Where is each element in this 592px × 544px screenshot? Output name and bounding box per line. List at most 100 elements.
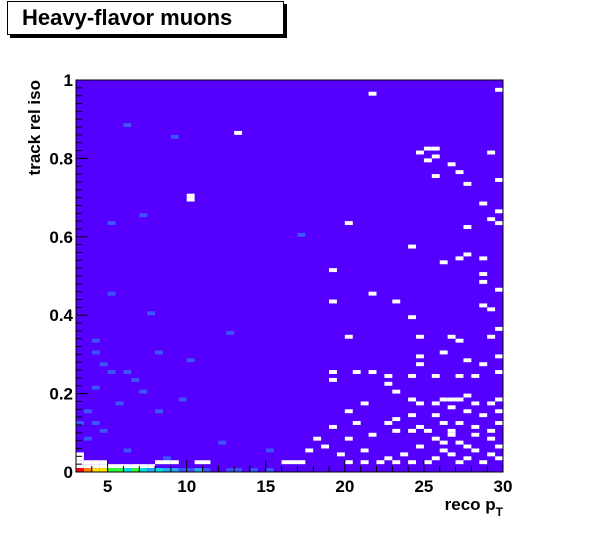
heatmap-cell-empty	[447, 405, 456, 410]
y-tick-label: 0.2	[49, 385, 73, 404]
heatmap-cell-empty	[439, 421, 448, 425]
heatmap-cell-empty	[91, 460, 100, 465]
heatmap-cell-low-iso	[178, 468, 187, 472]
heatmap-cell	[83, 436, 92, 441]
heatmap-cell-empty	[194, 460, 203, 465]
heatmap-cell-empty	[329, 299, 337, 304]
heatmap-cell	[162, 456, 171, 461]
heatmap-cell-low-iso	[76, 468, 84, 472]
heatmap-cell-empty	[447, 452, 456, 457]
heatmap-cell-empty	[360, 448, 369, 453]
heatmap-cell-empty	[479, 256, 488, 261]
heatmap-cell-empty	[455, 421, 464, 425]
heatmap-cell-empty	[352, 370, 361, 374]
heatmap-cell	[91, 421, 100, 425]
heatmap-cell-empty	[202, 460, 211, 465]
heatmap-cell-empty	[99, 464, 108, 469]
heatmap-cell-empty	[431, 436, 440, 441]
heatmap-cell	[139, 213, 148, 218]
heatmap-cell-empty	[463, 181, 472, 186]
heatmap-cell-empty	[416, 334, 424, 339]
heatmap-cell-empty	[471, 448, 480, 453]
heatmap-cell-empty	[376, 460, 385, 465]
heatmap-cell-empty	[329, 370, 337, 374]
heatmap-cell	[115, 401, 124, 406]
heatmap-cell-empty	[431, 174, 440, 178]
heatmap-cell	[170, 134, 179, 139]
heatmap-cell-empty	[392, 389, 401, 394]
heatmap-cell-empty	[487, 217, 496, 222]
heatmap-cell-empty	[384, 421, 393, 425]
heatmap-cell-low-iso	[249, 468, 258, 472]
heatmap-cell-empty	[487, 452, 496, 457]
heatmap-cell-low-iso	[139, 468, 148, 472]
heatmap-cell-empty	[76, 464, 84, 469]
heatmap-cell-empty	[368, 291, 377, 296]
heatmap-cell-low-iso	[186, 468, 195, 472]
heatmap-cell	[147, 311, 156, 316]
heatmap-cell	[155, 409, 163, 414]
heatmap-cell	[123, 448, 132, 453]
heatmap-cell-empty	[329, 424, 337, 429]
heatmap-cell-empty	[344, 436, 353, 441]
heatmap-cell	[123, 370, 132, 374]
heatmap-cell-empty	[384, 456, 393, 461]
heatmap-cell-empty	[344, 460, 353, 465]
heatmap-cell	[91, 338, 100, 343]
heatmap-cell-empty	[479, 460, 488, 465]
y-tick-label: 0.4	[49, 306, 73, 325]
heatmap-cell	[107, 221, 116, 226]
heatmap-cell-empty	[329, 377, 337, 382]
heatmap-cell	[155, 350, 163, 355]
heatmap-cell-empty	[408, 460, 417, 465]
heatmap-cell	[107, 370, 116, 374]
heatmap-cell-low-iso	[202, 468, 211, 472]
heatmap-cell	[139, 389, 148, 394]
heatmap-cell-empty	[368, 91, 377, 96]
heatmap-cell-empty	[360, 401, 369, 406]
heatmap-cell	[91, 385, 100, 390]
heatmap-cell-empty	[344, 409, 353, 414]
heatmap-cell-low-iso	[115, 468, 124, 472]
heatmap-cell	[83, 409, 92, 414]
heatmap-cell-empty	[471, 374, 480, 378]
heatmap-cell-empty	[431, 146, 440, 151]
heatmap-cell-empty	[76, 456, 84, 461]
x-axis-label-subscript: T	[496, 505, 504, 519]
heatmap-cell-empty	[123, 464, 132, 469]
chart-title: Heavy-flavor muons	[7, 1, 284, 35]
heatmap-cell	[107, 291, 116, 296]
heatmap-cell-low-iso	[123, 468, 132, 472]
heatmap-cell-empty	[162, 460, 171, 465]
y-tick-label: 0	[64, 463, 73, 482]
heatmap-cell-empty	[455, 170, 464, 175]
heatmap-cell-empty	[416, 424, 424, 429]
heatmap-cell-empty	[384, 374, 393, 378]
heatmap-cell	[76, 421, 84, 425]
heatmap-cell-low-iso	[99, 468, 108, 472]
heatmap-cell-empty	[170, 460, 179, 465]
heatmap-cell-empty	[431, 413, 440, 418]
heatmap-cell-empty	[463, 393, 472, 398]
heatmap-cell-empty	[416, 362, 424, 367]
heatmap-cell-empty	[423, 158, 432, 163]
heatmap-cell	[123, 123, 132, 128]
heatmap-cell-empty	[447, 162, 456, 167]
heatmap-cell-empty	[495, 287, 503, 292]
heatmap-cell	[91, 350, 100, 355]
heatmap-cell-empty	[447, 397, 456, 402]
heatmap-cell-empty	[91, 464, 100, 469]
heatmap-cell-empty	[76, 460, 84, 465]
plot-area	[76, 80, 503, 472]
heatmap-cell-empty	[487, 401, 496, 406]
heatmap-cell-empty	[115, 464, 124, 469]
heatmap-cell-empty	[431, 154, 440, 159]
heatmap-cell-empty	[234, 130, 243, 135]
x-tick-label: 5	[103, 477, 112, 496]
heatmap-cell-empty	[186, 197, 195, 202]
heatmap-cell-empty	[83, 460, 92, 465]
heatmap-cell-empty	[447, 432, 456, 437]
heatmap-cell-low-iso	[265, 468, 274, 472]
heatmap-cell-empty	[463, 358, 472, 363]
heatmap-cell-empty	[368, 370, 377, 374]
